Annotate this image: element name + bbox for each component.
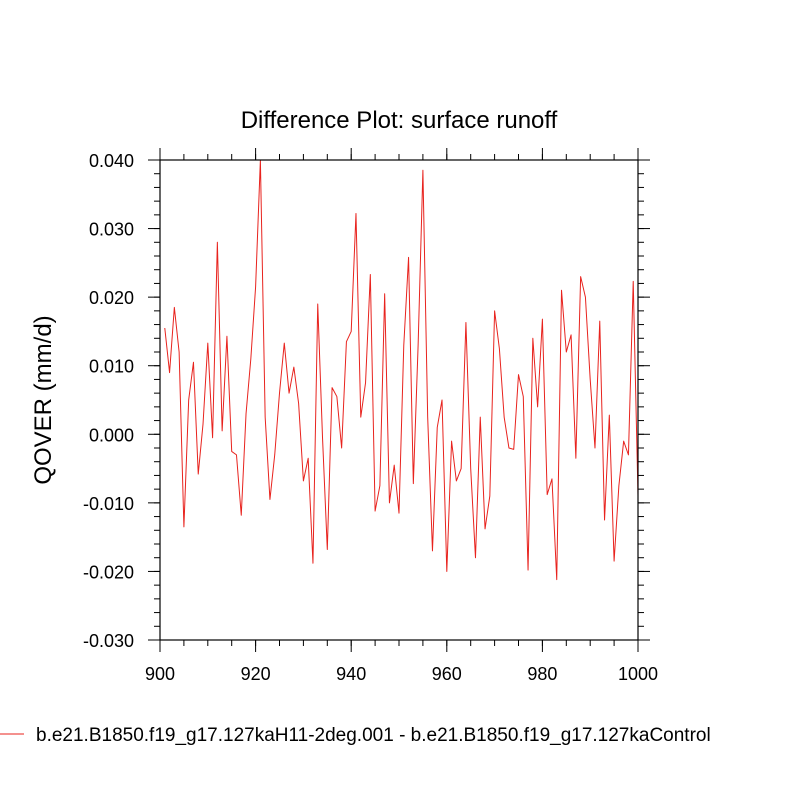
minor-ticks (154, 154, 644, 646)
x-tick-label: 1000 (618, 664, 658, 684)
y-tick-label: 0.030 (89, 220, 134, 240)
x-tick-label: 980 (527, 664, 557, 684)
x-tick-label: 920 (241, 664, 271, 684)
major-ticks (148, 148, 650, 652)
legend-entry-label: b.e21.B1850.f19_g17.127kaH11-2deg.001 - … (36, 725, 711, 746)
y-tick-label: 0.020 (89, 288, 134, 308)
y-tick-label: 0.000 (89, 425, 134, 445)
plot-frame (159, 159, 639, 641)
chart-title: Difference Plot: surface runoff (241, 107, 558, 134)
x-tick-label: 900 (145, 664, 175, 684)
y-tick-label: 0.040 (89, 151, 134, 171)
series-line-0 (164, 159, 639, 581)
series-layer (164, 159, 639, 581)
y-tick-label: -0.020 (83, 562, 134, 582)
x-tick-label: 960 (432, 664, 462, 684)
legend: b.e21.B1850.f19_g17.127kaH11-2deg.001 - … (0, 725, 711, 746)
y-tick-label: -0.010 (83, 494, 134, 514)
y-tick-label: -0.030 (83, 631, 134, 651)
y-tick-label: 0.010 (89, 357, 134, 377)
x-tick-label: 940 (336, 664, 366, 684)
x-tick-labels: 900 920 940 960 980 1000 (145, 664, 658, 684)
y-tick-labels: -0.030 -0.020 -0.010 0.000 0.010 0.020 0.030 0.… (83, 151, 134, 651)
y-axis-label: QOVER (mm/d) (30, 315, 57, 484)
